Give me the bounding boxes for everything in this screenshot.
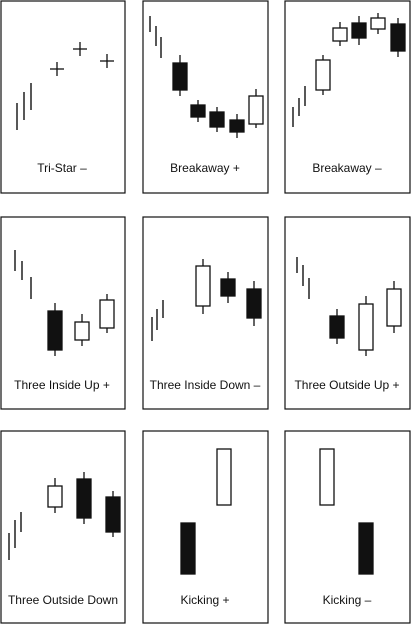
white-candle-2: [74, 314, 90, 346]
candle-body: [246, 288, 262, 319]
panel-label-kicking-bull: Kicking +: [180, 593, 229, 607]
panel-frame-breakaway-bear: [284, 0, 411, 194]
white-candle-3: [99, 294, 115, 333]
candle-body: [172, 62, 188, 91]
candle-body: [105, 496, 121, 533]
panel-tri-star: [16, 42, 114, 130]
candle-body: [229, 119, 245, 133]
candle-body: [220, 278, 236, 297]
white-candle-1: [47, 478, 63, 513]
black-candle-4: [229, 114, 245, 138]
white-candle-1: [319, 448, 335, 506]
black-candle-2: [220, 272, 236, 303]
panel-breakaway-bull: [149, 16, 264, 138]
panel-three-inside-up: [14, 250, 115, 356]
candle-body: [358, 303, 374, 351]
candle-body: [351, 22, 367, 39]
white-candle-2: [358, 296, 374, 356]
panel-label-breakaway-bear: Breakaway –: [312, 161, 382, 175]
candle-body: [74, 321, 90, 341]
panel-frame-tri-star: [0, 0, 126, 194]
panel-frame-breakaway-bull: [142, 0, 269, 194]
candle-body: [76, 478, 92, 519]
white-candle-3: [386, 281, 402, 333]
panel-kicking-bull: [180, 448, 232, 575]
black-candle-3: [246, 281, 262, 326]
doji-cross-1: [50, 62, 64, 76]
candle-body: [390, 23, 406, 52]
black-candle-5: [390, 18, 406, 57]
panel-label-three-outside-up: Three Outside Up +: [294, 378, 399, 392]
panel-kicking-bear: [319, 448, 374, 575]
candle-body: [332, 27, 348, 42]
panel-frame-three-outside-up: [284, 216, 411, 410]
panel-label-three-outside-down: Three Outside Down: [8, 593, 118, 607]
candle-body: [315, 59, 331, 91]
panel-frame-kicking-bear: [284, 430, 411, 624]
panel-frame-three-inside-up: [0, 216, 126, 410]
candle-body: [370, 17, 386, 30]
doji-cross-3: [100, 54, 114, 68]
black-candle-1: [47, 303, 63, 356]
candle-body: [195, 265, 211, 307]
white-candle-2: [216, 448, 232, 506]
doji-cross-2: [73, 42, 87, 56]
candle-body: [358, 522, 374, 575]
candle-body: [209, 111, 225, 128]
candle-body: [386, 288, 402, 327]
black-candle-3: [105, 491, 121, 537]
white-candle-1: [315, 55, 331, 95]
panel-labels: Tri-Star – Breakaway + Breakaway – Three…: [8, 161, 400, 607]
panel-label-kicking-bear: Kicking –: [323, 593, 372, 607]
candle-body: [248, 95, 264, 125]
panel-three-inside-down: [151, 259, 262, 341]
panel-frame-kicking-bull: [142, 430, 269, 624]
black-candle-1: [329, 309, 345, 344]
panel-label-three-inside-up: Three Inside Up +: [14, 378, 110, 392]
white-candle-1: [195, 259, 211, 314]
black-candle-1: [172, 55, 188, 96]
panel-breakaway-bear: [292, 13, 406, 127]
white-candle-5: [248, 89, 264, 128]
candle-body: [329, 315, 345, 339]
candle-body: [180, 522, 196, 575]
candlestick-marks: [8, 13, 406, 575]
black-candle-2: [76, 472, 92, 524]
black-candle-2: [190, 100, 206, 122]
candle-body: [216, 448, 232, 506]
panel-three-outside-down: [8, 472, 121, 560]
panel-frame-three-inside-down: [142, 216, 269, 410]
black-candle-3: [351, 16, 367, 45]
panel-frame-three-outside-down: [0, 430, 126, 624]
panel-label-breakaway-bull: Breakaway +: [170, 161, 240, 175]
candle-body: [47, 310, 63, 351]
candle-body: [319, 448, 335, 506]
panel-label-three-inside-down: Three Inside Down –: [150, 378, 261, 392]
black-candle-2: [358, 522, 374, 575]
candle-body: [99, 299, 115, 329]
black-candle-1: [180, 522, 196, 575]
white-candle-2: [332, 22, 348, 46]
candle-body: [47, 485, 63, 508]
panel-three-outside-up: [296, 257, 402, 356]
black-candle-3: [209, 107, 225, 132]
candle-body: [190, 104, 206, 118]
white-candle-4: [370, 13, 386, 34]
panel-label-tri-star: Tri-Star –: [37, 161, 87, 175]
